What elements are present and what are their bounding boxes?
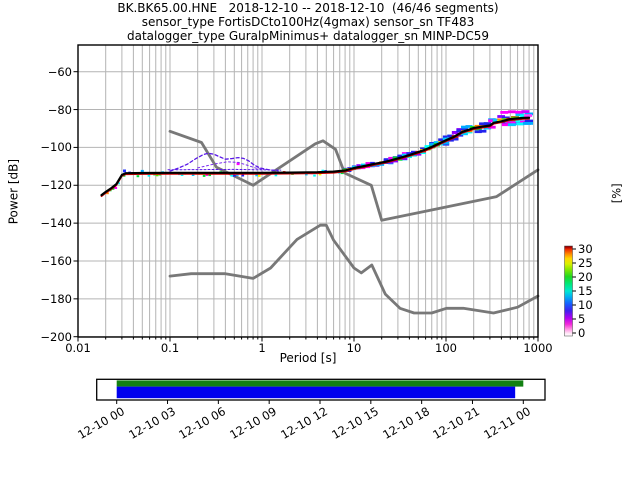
colorbar-tick-label: 0 xyxy=(578,326,586,340)
x-tick-label: 1 xyxy=(258,341,266,355)
plot-title: BK.BK65.00.HNE 2018-12-10 -- 2018-12-10 … xyxy=(117,1,499,15)
noise-model-curves xyxy=(168,129,540,315)
plot-grid xyxy=(77,45,539,338)
y-tick-label: −100 xyxy=(40,140,72,155)
plot-frame-and-ticks xyxy=(73,44,539,342)
colorbar-tick-label: 15 xyxy=(578,284,593,298)
y-tick-label: −140 xyxy=(40,216,72,231)
coverage-axes xyxy=(96,378,546,404)
x-tick-label: 100 xyxy=(435,341,457,355)
colorbar-tick-label: 20 xyxy=(578,270,593,284)
coverage-used-bar xyxy=(116,386,516,399)
x-tick-label: 0.01 xyxy=(65,341,91,355)
x-tick-label: 1000 xyxy=(523,341,553,355)
colorbar-label: [%] xyxy=(609,183,624,204)
y-tick-label: −60 xyxy=(47,64,72,79)
psd-mode-line xyxy=(100,116,531,198)
colorbar-tick-label: 5 xyxy=(578,312,586,326)
x-tick-label: 0.1 xyxy=(160,341,180,355)
plot-subtitle-datalogger: datalogger_type GuralpMinimus+ datalogge… xyxy=(126,29,490,43)
x-tick-label: 10 xyxy=(346,341,362,355)
plot-subtitle-sensor: sensor_type FortisDCto100Hz(4gmax) senso… xyxy=(141,15,475,29)
peterson-high-noise-model xyxy=(168,129,540,222)
y-tick-label: −200 xyxy=(40,329,72,344)
secondary-mode-envelopes xyxy=(167,152,282,172)
y-tick-label: −160 xyxy=(40,253,72,268)
secondary-mode-envelope xyxy=(169,152,279,172)
colorbar-tick-label: 30 xyxy=(578,242,593,256)
distribution-upper-edge xyxy=(167,168,282,171)
secondary-mode-envelope-inner xyxy=(197,161,265,171)
y-tick-label: −80 xyxy=(47,102,72,117)
colorbar-gradient xyxy=(564,245,573,337)
psd-mode-ridge xyxy=(100,116,531,197)
y-tick-label: −180 xyxy=(40,291,72,306)
coverage-data-bar xyxy=(116,380,524,387)
x-axis-label: Period [s] xyxy=(279,351,337,365)
peterson-low-noise-model xyxy=(168,223,540,315)
colorbar-tick-label: 10 xyxy=(578,298,593,312)
y-tick-label: −120 xyxy=(40,178,72,193)
colorbar xyxy=(564,245,576,337)
colorbar-tick-label: 25 xyxy=(578,256,593,270)
y-axis-label: Power [dB] xyxy=(6,158,21,225)
